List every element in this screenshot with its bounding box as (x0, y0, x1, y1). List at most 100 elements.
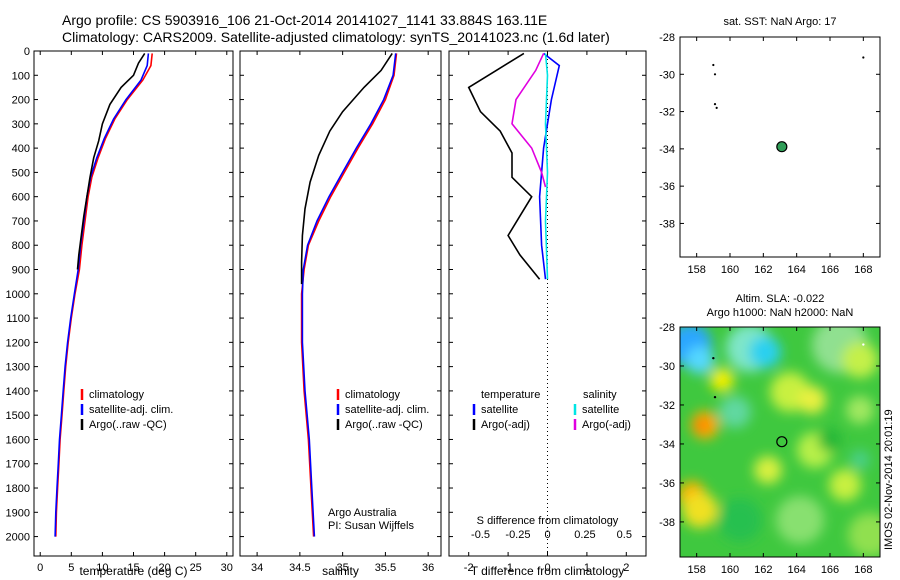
map-y-tick-label: -28 (659, 322, 675, 334)
sla-anomaly-blob (848, 513, 880, 557)
sla-anomaly-blob (829, 469, 861, 501)
depth-tick-label: 200 (12, 95, 30, 107)
depth-tick-label: 1200 (6, 337, 30, 349)
depth-tick-label: 800 (12, 240, 30, 252)
map-x-tick-label: 162 (754, 264, 772, 276)
depth-tick-label: 0 (24, 46, 30, 58)
sla-anomaly-blob (754, 456, 782, 484)
timestamp-stamp: IMOS 02-Nov-2014 20:01:19 (883, 409, 895, 550)
argo-position-marker (776, 436, 788, 448)
sla-anomaly-blob (818, 428, 842, 452)
depth-tick-label: 1500 (6, 410, 30, 422)
island-marker (862, 343, 865, 346)
x-tick-label: 15 (127, 562, 139, 574)
legend-label: satellite-adj. clim. (89, 404, 173, 416)
sla-anomaly-blob (694, 417, 710, 433)
s-tick-label: -0.5 (471, 529, 490, 541)
island-marker (715, 106, 718, 109)
s-tick-label: -0.25 (505, 529, 530, 541)
map-x-tick-label: 158 (687, 564, 705, 576)
s-tick-label: 0 (544, 529, 550, 541)
annotation-text: Argo Australia (328, 507, 397, 519)
map-y-tick-label: -30 (659, 69, 675, 81)
legend-label: Argo(..raw -QC) (345, 419, 423, 431)
depth-tick-label: 1400 (6, 386, 30, 398)
legend-label: Argo(..raw -QC) (89, 419, 167, 431)
series-line (511, 53, 547, 188)
depth-tick-label: 300 (12, 119, 30, 131)
island-marker (862, 56, 865, 59)
map-y-tick-label: -30 (659, 361, 675, 373)
sla-field (680, 327, 880, 557)
x-axis-label: T difference from climatology (471, 564, 625, 578)
x-tick-label: 0 (544, 562, 550, 574)
x-tick-label: 30 (221, 562, 233, 574)
island-marker (713, 73, 717, 76)
depth-tick-label: 1800 (6, 483, 30, 495)
map-frame (679, 36, 881, 258)
s-tick-label: 0.25 (574, 529, 595, 541)
map-title: sat. SST: NaN Argo: 17 (723, 16, 836, 28)
depth-tick-label: 1100 (6, 313, 30, 325)
sst-map: sat. SST: NaN Argo: 17 158 160 162 164 166 168… (659, 16, 881, 276)
x-tick-label: 2 (623, 562, 629, 574)
island-marker (713, 103, 717, 106)
map-x-tick-label: 164 (787, 564, 805, 576)
plot-title-line2: Climatology: CARS2009. Satellite-adjuste… (62, 29, 610, 45)
sla-anomaly-blob (719, 396, 751, 428)
s-axis-label: S difference from climatology (477, 515, 619, 527)
map-x-tick-label: 168 (854, 264, 872, 276)
x-axis-label: temperature (deg C) (79, 564, 187, 578)
map-x-tick-label: 166 (821, 564, 839, 576)
depth-tick-label: 1900 (6, 507, 30, 519)
sla-map: Altim. SLA: -0.022 Argo h1000: NaN h2000:… (659, 293, 881, 576)
legend-label: salinity (583, 389, 617, 401)
x-tick-label: 1 (584, 562, 590, 574)
x-tick-label: 35 (337, 562, 349, 574)
depth-tick-label: 1700 (6, 459, 30, 471)
x-tick-label: 20 (158, 562, 170, 574)
map-y-tick-label: -38 (659, 218, 675, 230)
series-line (300, 53, 398, 537)
map-y-tick-label: -38 (659, 517, 675, 529)
depth-tick-label: 100 (12, 70, 30, 82)
panel-salinity: 34 34.5 35 35.5 36 salinity climatology satelli… (239, 50, 442, 578)
x-tick-label: 36 (422, 562, 434, 574)
map-x-tick-label: 158 (687, 264, 705, 276)
legend-label: temperature (481, 389, 540, 401)
series-line (467, 52, 541, 280)
depth-tick-label: 1300 (6, 362, 30, 374)
x-tick-label: 25 (190, 562, 202, 574)
island-marker (712, 356, 715, 360)
map-y-tick-label: -34 (659, 144, 675, 156)
x-tick-label: 34 (251, 562, 263, 574)
depth-tick-label: 500 (12, 167, 30, 179)
sla-anomaly-blob (850, 450, 870, 470)
x-axis-label: salinity (322, 564, 359, 578)
legend-label: satellite (481, 404, 518, 416)
map-title: Altim. SLA: -0.022 (736, 293, 825, 305)
argo-position-marker (776, 141, 788, 153)
x-tick-label: -1 (503, 562, 513, 574)
island-marker (712, 63, 715, 67)
series-line (544, 53, 549, 280)
depth-tick-label: 1000 (6, 289, 30, 301)
sla-anomaly-blob (710, 368, 734, 392)
annotation-text: PI: Susan Wijffels (328, 520, 414, 532)
map-y-tick-label: -36 (659, 181, 675, 193)
sla-anomaly-blob (749, 336, 781, 368)
plot-title-line1: Argo profile: CS 5903916_106 21-Oct-2014… (62, 12, 548, 28)
legend-label: climatology (345, 389, 401, 401)
map-frame (679, 326, 881, 558)
map-y-tick-label: -28 (659, 32, 675, 44)
map-x-tick-label: 166 (821, 264, 839, 276)
map-y-tick-label: -32 (659, 107, 675, 119)
map-y-tick-label: -32 (659, 400, 675, 412)
map-x-tick-label: 162 (754, 564, 772, 576)
series-line (301, 53, 397, 537)
depth-tick-label: 700 (12, 216, 30, 228)
depth-tick-label: 600 (12, 192, 30, 204)
map-y-tick-label: -36 (659, 478, 675, 490)
sla-blobs (680, 327, 880, 557)
